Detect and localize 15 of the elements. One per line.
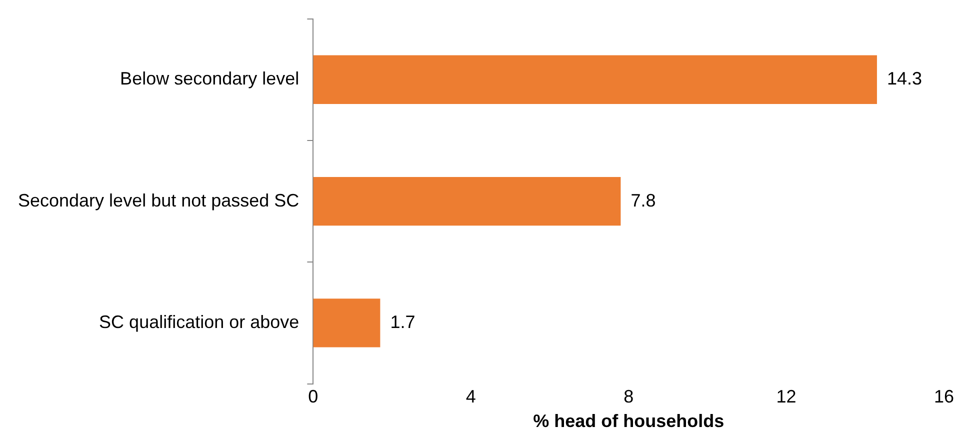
y-tick-label: SC qualification or above xyxy=(99,312,300,332)
x-tick-label: 0 xyxy=(308,386,318,407)
x-tick-label: 8 xyxy=(624,386,634,407)
y-tick-label: Secondary level but not passed SC xyxy=(18,190,300,210)
data-label: 7.8 xyxy=(630,190,656,210)
data-label: 1.7 xyxy=(390,312,416,332)
bar xyxy=(313,298,380,348)
x-tick-label: 16 xyxy=(934,386,954,407)
x-tick-label: 12 xyxy=(776,386,796,407)
x-tick-label: 4 xyxy=(466,386,476,407)
bar xyxy=(313,55,877,104)
data-label: 14.3 xyxy=(886,68,922,89)
x-axis-title: % head of households xyxy=(533,411,724,432)
bar xyxy=(313,176,621,226)
y-tick-label: Below secondary level xyxy=(120,68,300,89)
